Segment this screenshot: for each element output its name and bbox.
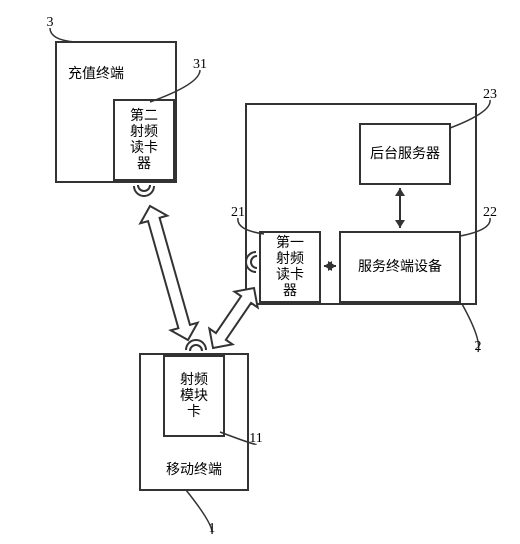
svg-text:21: 21: [231, 205, 245, 220]
svg-text:23: 23: [483, 87, 497, 102]
svg-text:器: 器: [137, 157, 151, 172]
svg-text:卡: 卡: [187, 404, 201, 420]
svg-text:模块: 模块: [180, 388, 208, 404]
svg-text:射频: 射频: [180, 372, 208, 388]
svg-text:3: 3: [47, 15, 54, 30]
svg-text:1: 1: [209, 521, 216, 536]
svg-text:读卡: 读卡: [130, 139, 158, 156]
svg-text:服务终端设备: 服务终端设备: [358, 258, 442, 275]
svg-text:射频: 射频: [130, 124, 158, 140]
svg-text:后台服务器: 后台服务器: [370, 146, 440, 162]
svg-text:读卡: 读卡: [276, 266, 304, 283]
svg-text:器: 器: [283, 284, 297, 299]
svg-text:11: 11: [249, 431, 262, 446]
svg-text:移动终端: 移动终端: [166, 462, 222, 478]
svg-text:31: 31: [193, 57, 207, 72]
svg-text:第一: 第一: [276, 234, 304, 251]
svg-text:2: 2: [475, 339, 482, 354]
svg-text:22: 22: [483, 205, 497, 220]
svg-text:射频: 射频: [276, 251, 304, 267]
svg-text:第二: 第二: [130, 107, 158, 124]
svg-text:充值终端: 充值终端: [68, 66, 124, 82]
